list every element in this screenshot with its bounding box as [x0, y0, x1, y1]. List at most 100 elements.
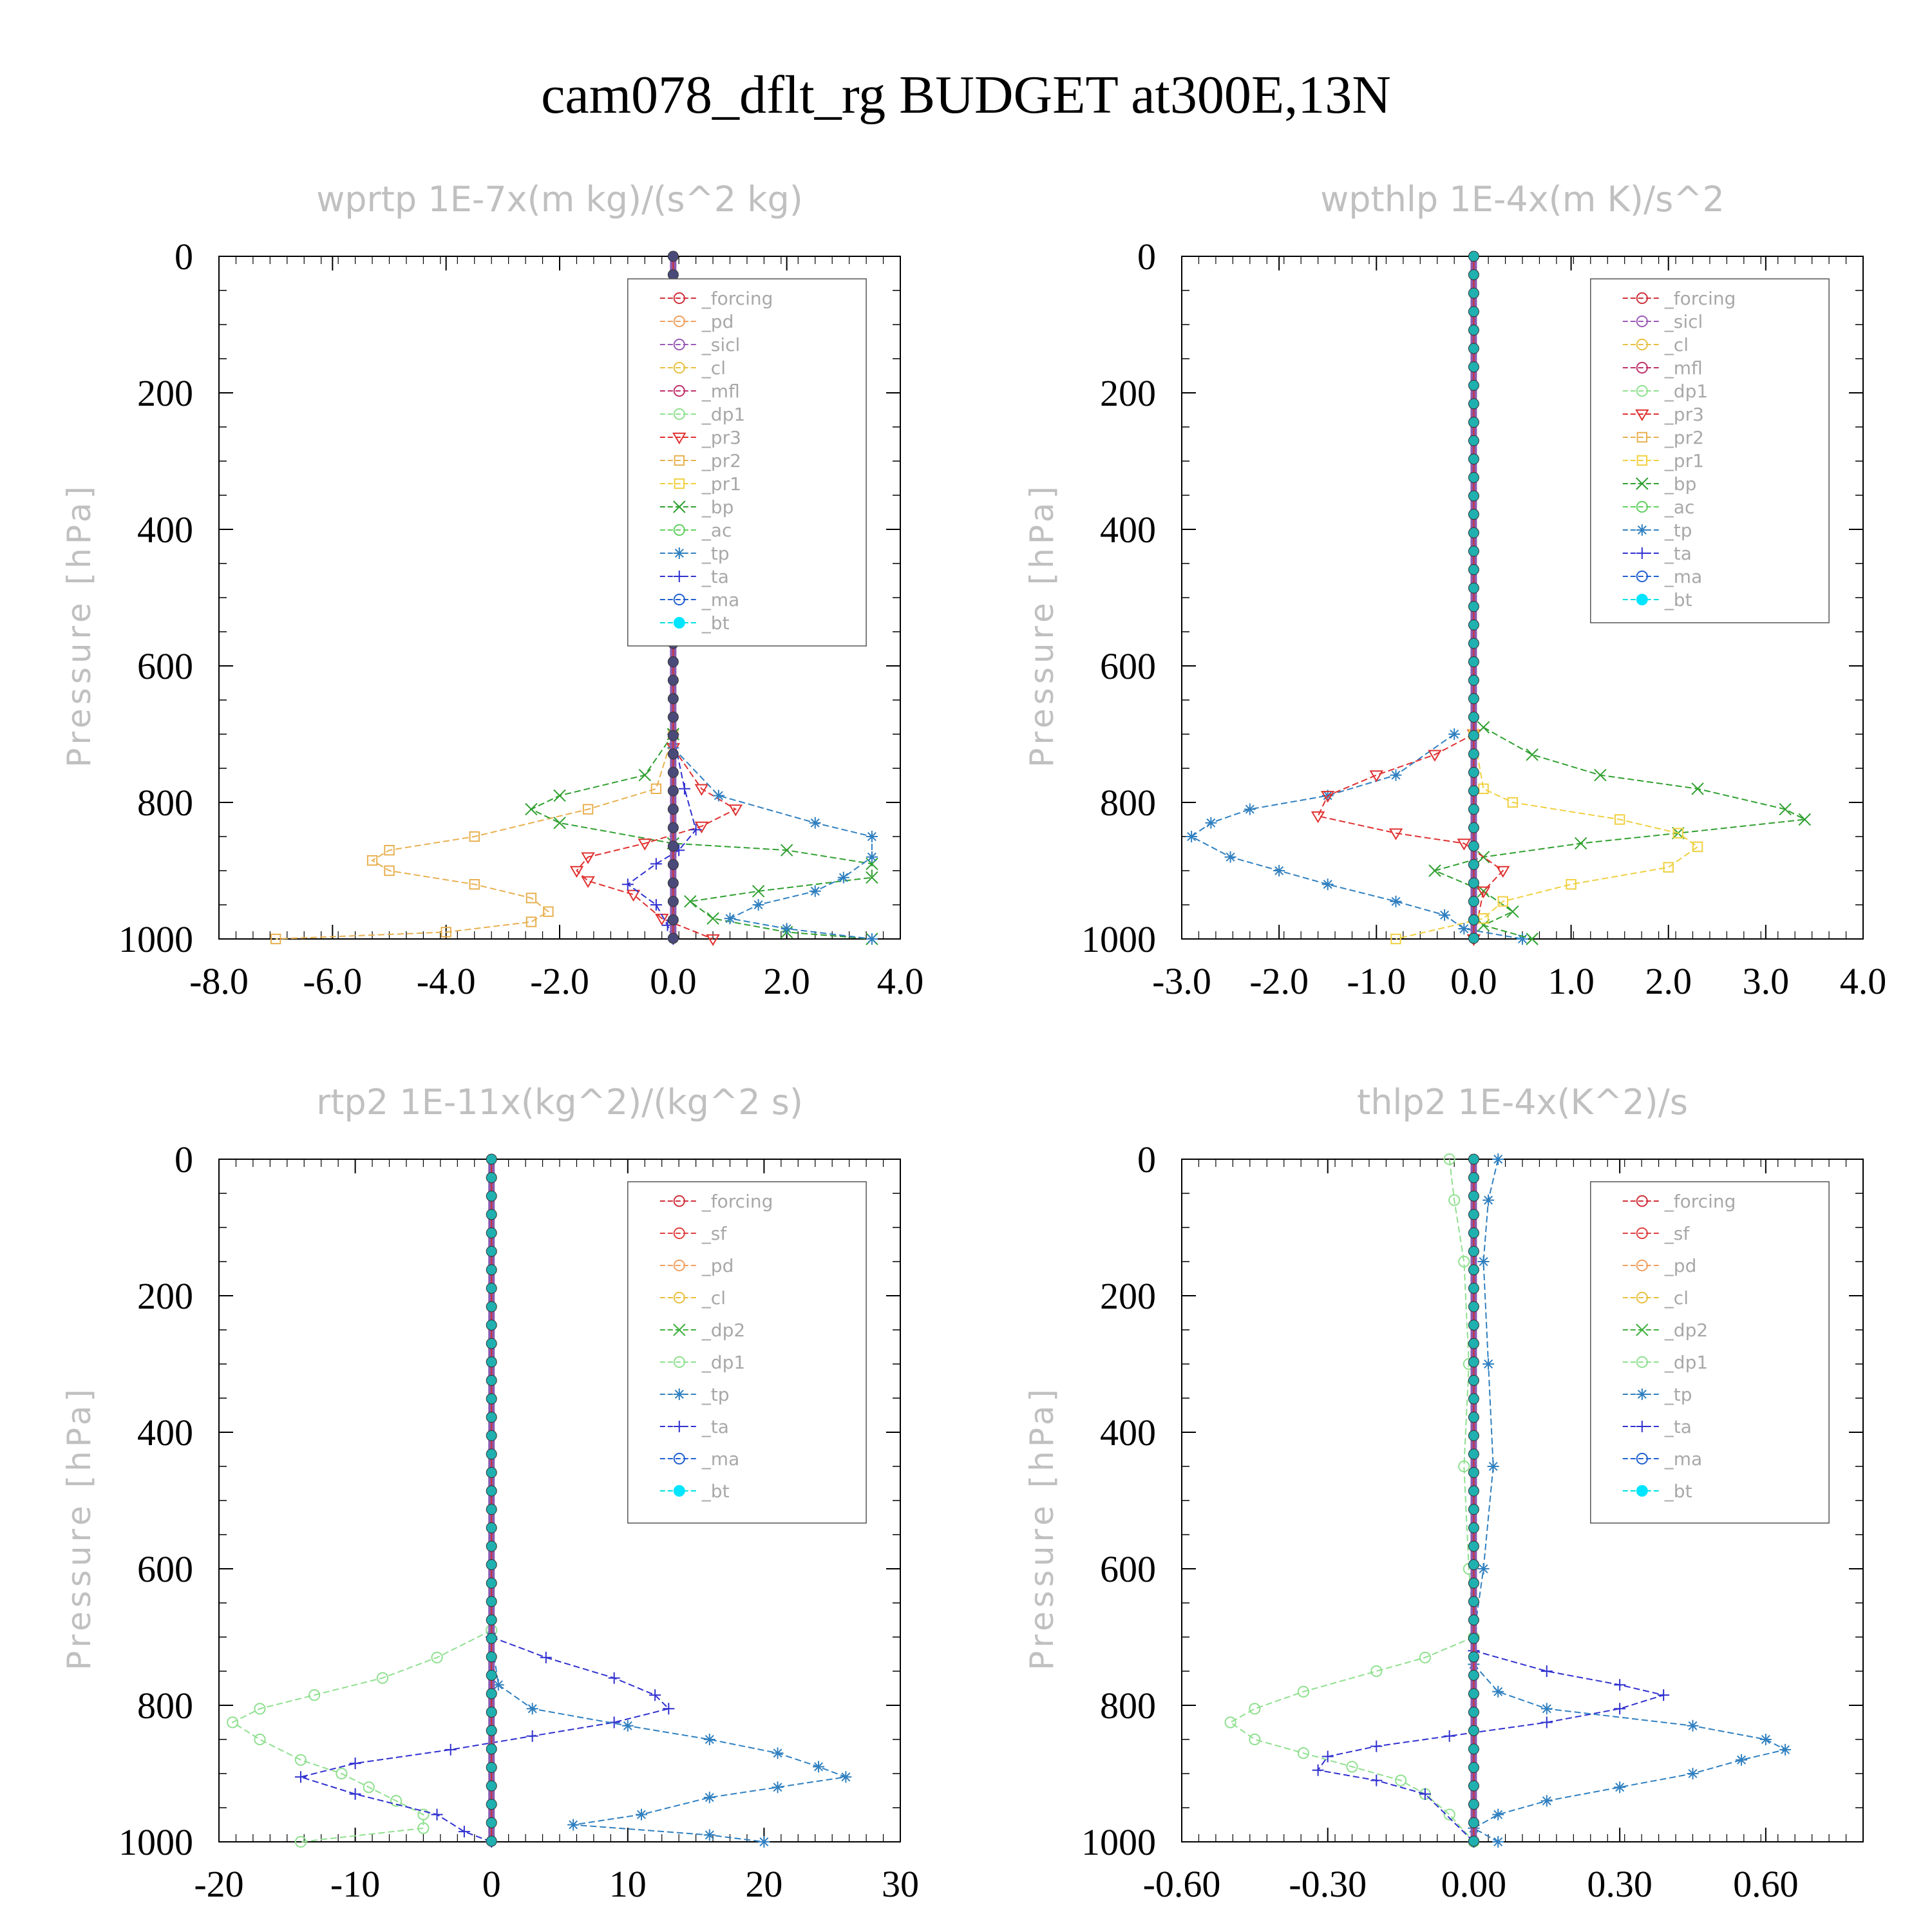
marker — [581, 876, 595, 888]
legend-label: _dp1 — [701, 1352, 745, 1373]
bt-marker — [486, 1577, 497, 1589]
legend-label: _forcing — [1664, 288, 1736, 309]
marker — [650, 899, 662, 911]
marker — [1458, 923, 1470, 935]
marker — [706, 912, 719, 925]
marker — [650, 783, 662, 794]
marker — [294, 1771, 307, 1783]
legend-label: _cl — [1664, 334, 1689, 355]
marker — [526, 1703, 538, 1715]
marker — [1636, 1323, 1649, 1336]
marker — [663, 1703, 675, 1715]
series-pr3 — [1311, 729, 1510, 946]
marker — [526, 916, 537, 927]
legend-box — [1590, 1181, 1830, 1524]
legend-marker — [1636, 1485, 1648, 1497]
legend-marker — [673, 617, 685, 629]
marker — [581, 852, 595, 864]
series-ta — [1312, 1645, 1670, 1848]
bt-marker — [667, 251, 679, 262]
marker — [752, 885, 765, 898]
bt-marker — [1468, 858, 1479, 870]
series-pr3 — [569, 743, 743, 946]
x-tick-label: 4.0 — [1840, 960, 1887, 1002]
y-tick-label: 1000 — [118, 918, 193, 960]
x-tick-label: 2.0 — [1645, 960, 1692, 1002]
bt-marker — [1468, 1559, 1479, 1571]
marker — [638, 838, 652, 851]
marker — [1443, 1730, 1455, 1742]
bt-marker — [1468, 877, 1479, 889]
bt-marker — [667, 674, 679, 686]
y-tick-label: 600 — [1100, 645, 1156, 687]
bt-marker — [1468, 379, 1479, 391]
marker — [1297, 1747, 1310, 1759]
marker — [294, 1754, 307, 1766]
x-tick-label: -4.0 — [417, 960, 476, 1002]
marker — [866, 831, 878, 842]
marker — [638, 768, 651, 782]
marker — [308, 1689, 321, 1701]
legend-label: _cl — [1664, 1287, 1689, 1309]
marker — [1273, 865, 1285, 876]
bt-marker — [1468, 251, 1479, 262]
marker — [1390, 933, 1401, 945]
series-line — [298, 1636, 670, 1842]
marker — [728, 804, 743, 817]
marker — [673, 315, 685, 328]
marker — [1636, 500, 1648, 513]
marker — [1594, 768, 1607, 782]
marker — [673, 1421, 685, 1432]
legend-label: _pd — [701, 1255, 734, 1276]
marker — [384, 845, 395, 856]
marker — [703, 1734, 715, 1745]
bt-marker — [486, 1780, 497, 1792]
bt-marker — [486, 1559, 497, 1571]
legend: _forcing _sf _pd _cl _dp2 _dp1 _tp _ta _ma _bt — [1590, 1181, 1830, 1524]
series-tp — [1468, 1658, 1792, 1848]
bt-marker — [486, 1725, 497, 1736]
marker — [1297, 1685, 1310, 1698]
marker — [417, 1808, 430, 1821]
marker — [543, 906, 554, 917]
bt-marker — [1468, 619, 1479, 630]
x-tick-label: 0 — [482, 1863, 501, 1905]
bt-marker — [1468, 490, 1479, 502]
marker — [567, 1819, 580, 1831]
x-tick-label: 2.0 — [763, 960, 810, 1002]
bt-marker — [1468, 1799, 1479, 1810]
bt-marker — [1468, 1282, 1479, 1294]
bt-marker — [667, 858, 679, 870]
y-tick-label: 0 — [175, 1139, 193, 1180]
y-axis-label: Pressure [hPa] — [1023, 482, 1061, 768]
marker — [1691, 782, 1704, 795]
marker — [673, 1323, 686, 1336]
panel-title: wprtp 1E-7x(m kg)/(s^2 kg) — [316, 179, 803, 220]
bt-marker — [1468, 453, 1479, 465]
marker — [526, 893, 537, 904]
marker — [1346, 1761, 1358, 1773]
marker — [1540, 1703, 1553, 1715]
marker — [673, 524, 685, 536]
bt-marker — [1468, 1817, 1479, 1828]
x-tick-label: 0.00 — [1441, 1863, 1507, 1905]
marker — [1636, 455, 1648, 466]
marker — [673, 1195, 685, 1208]
marker — [1443, 1808, 1455, 1821]
marker — [1224, 1716, 1236, 1728]
y-tick-label: 800 — [1100, 782, 1156, 824]
bt-marker — [1468, 1430, 1479, 1441]
marker — [673, 1388, 685, 1400]
bt-marker — [1468, 601, 1479, 612]
series-line — [1317, 734, 1504, 940]
marker — [270, 933, 281, 945]
marker — [1540, 1716, 1553, 1728]
y-tick-label: 600 — [1100, 1548, 1156, 1590]
marker — [813, 1761, 825, 1773]
marker — [1636, 547, 1648, 559]
marker — [1736, 1754, 1748, 1766]
legend-label: _pr2 — [701, 450, 741, 471]
marker — [390, 1795, 402, 1807]
marker — [582, 804, 594, 815]
